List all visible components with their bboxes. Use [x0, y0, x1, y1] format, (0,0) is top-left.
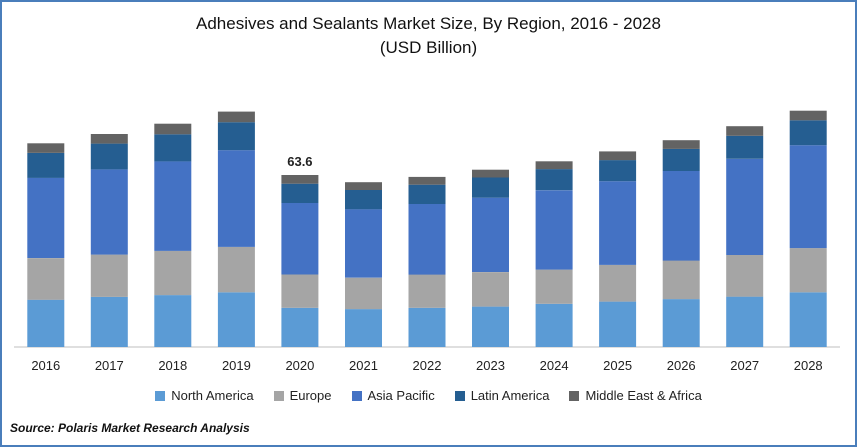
legend-label: Asia Pacific	[367, 388, 435, 403]
bar-segment-2018-europe	[154, 250, 192, 296]
bar-segment-2020-europe	[281, 274, 319, 308]
bar-segment-2017-europe	[90, 254, 128, 297]
bar-segment-2022-middle-east-africa	[408, 176, 446, 185]
legend-label: North America	[171, 388, 254, 403]
chart-subtitle: (USD Billion)	[379, 38, 478, 57]
bar-segment-2021-latin-america	[345, 190, 382, 210]
legend-swatch	[569, 390, 580, 401]
bar-segment-2027-middle-east-africa	[726, 126, 764, 136]
x-tick-label-2022: 2022	[413, 358, 442, 373]
bar-segment-2021-north-america	[345, 309, 382, 347]
bar-segment-2022-europe	[408, 274, 446, 308]
bar-segment-2017-latin-america	[90, 143, 128, 170]
x-tick-label-2026: 2026	[667, 358, 696, 373]
x-tick-label-2018: 2018	[158, 358, 187, 373]
bar-segment-2019-asia-pacific	[217, 150, 255, 247]
bar-segment-2025-north-america	[599, 301, 637, 347]
bar-segment-2020-latin-america	[281, 183, 319, 203]
bar-segment-2019-middle-east-africa	[217, 111, 255, 123]
bar-segment-2020-asia-pacific	[281, 203, 319, 275]
bar-segment-2020-middle-east-africa	[281, 175, 319, 184]
bar-segment-2021-asia-pacific	[345, 209, 382, 278]
legend-swatch	[273, 390, 284, 401]
bar-segment-2020-north-america	[281, 307, 319, 347]
bar-segment-2019-north-america	[217, 292, 255, 347]
bar-segment-2018-asia-pacific	[154, 161, 192, 251]
bar-segment-2023-north-america	[472, 306, 509, 347]
bar-segment-2025-asia-pacific	[599, 181, 637, 265]
chart-title: Adhesives and Sealants Market Size, By R…	[196, 14, 661, 33]
bar-segment-2017-middle-east-africa	[90, 134, 128, 144]
bar-segment-2028-north-america	[789, 292, 827, 347]
bar-segment-2019-europe	[217, 246, 255, 293]
bar-segment-2022-asia-pacific	[408, 204, 446, 275]
x-tick-label-2025: 2025	[603, 358, 632, 373]
bar-segment-2028-latin-america	[789, 120, 827, 146]
legend-item-middle-east-africa: Middle East & Africa	[569, 388, 702, 403]
bar-segment-2028-middle-east-africa	[789, 110, 827, 121]
legend-label: Latin America	[470, 388, 550, 403]
bar-segment-2026-latin-america	[662, 148, 700, 171]
data-label-2020: 63.6	[287, 154, 312, 169]
bar-segment-2018-latin-america	[154, 134, 192, 162]
legend-item-latin-america: Latin America	[454, 388, 550, 403]
legend-swatch	[454, 390, 465, 401]
x-tick-label-2024: 2024	[540, 358, 569, 373]
source-note: Source: Polaris Market Research Analysis	[10, 421, 250, 435]
bar-segment-2025-latin-america	[599, 160, 637, 182]
bar-segment-2016-latin-america	[27, 153, 65, 178]
bar-segment-2023-asia-pacific	[472, 197, 509, 272]
bar-segment-2027-latin-america	[726, 135, 764, 159]
bar-segment-2025-middle-east-africa	[599, 151, 637, 161]
bar-segment-2017-north-america	[90, 296, 128, 347]
bar-segment-2016-north-america	[27, 299, 65, 347]
bar-segment-2018-north-america	[154, 295, 192, 347]
legend-label: Middle East & Africa	[585, 388, 702, 403]
bar-segment-2023-europe	[472, 272, 509, 307]
x-tick-label-2021: 2021	[349, 358, 378, 373]
bar-segment-2025-europe	[599, 264, 637, 302]
legend-item-europe: Europe	[273, 388, 332, 403]
legend-label: Europe	[289, 388, 332, 403]
bar-segment-2024-latin-america	[535, 169, 573, 191]
bar-segment-2024-asia-pacific	[535, 190, 573, 270]
bar-segment-2018-middle-east-africa	[154, 123, 192, 135]
legend-item-asia-pacific: Asia Pacific	[351, 388, 435, 403]
x-tick-label-2027: 2027	[730, 358, 759, 373]
bar-segment-2023-latin-america	[472, 177, 509, 198]
legend-swatch	[351, 390, 362, 401]
bar-segment-2027-north-america	[726, 296, 764, 347]
legend-swatch	[155, 390, 166, 401]
bar-segment-2019-latin-america	[217, 122, 255, 151]
bar-segment-2022-north-america	[408, 307, 446, 347]
bar-segment-2026-europe	[662, 260, 700, 300]
bar-segment-2024-europe	[535, 269, 573, 304]
bar-segment-2024-north-america	[535, 303, 573, 347]
bar-segment-2016-europe	[27, 258, 65, 300]
bar-segment-2026-middle-east-africa	[662, 140, 700, 149]
x-tick-label-2017: 2017	[95, 358, 124, 373]
bar-segment-2016-middle-east-africa	[27, 143, 65, 153]
bar-segment-2022-latin-america	[408, 184, 446, 204]
x-tick-label-2028: 2028	[794, 358, 823, 373]
x-tick-label-2023: 2023	[476, 358, 505, 373]
bar-segment-2026-north-america	[662, 299, 700, 347]
bar-segment-2027-asia-pacific	[726, 158, 764, 255]
x-tick-label-2020: 2020	[285, 358, 314, 373]
bar-segment-2027-europe	[726, 255, 764, 297]
bar-segment-2023-middle-east-africa	[472, 169, 509, 178]
bar-segment-2028-europe	[789, 248, 827, 293]
bar-segment-2028-asia-pacific	[789, 145, 827, 249]
bar-segment-2021-middle-east-africa	[345, 182, 382, 190]
legend-item-north-america: North America	[155, 388, 254, 403]
bar-segment-2024-middle-east-africa	[535, 161, 573, 170]
chart-legend: North America Europe Asia Pacific Latin Ame…	[0, 388, 857, 403]
bar-segment-2026-asia-pacific	[662, 171, 700, 261]
x-tick-label-2016: 2016	[31, 358, 60, 373]
bar-segment-2016-asia-pacific	[27, 177, 65, 258]
bar-segment-2021-europe	[345, 277, 382, 310]
x-tick-label-2019: 2019	[222, 358, 251, 373]
bar-segment-2017-asia-pacific	[90, 169, 128, 255]
